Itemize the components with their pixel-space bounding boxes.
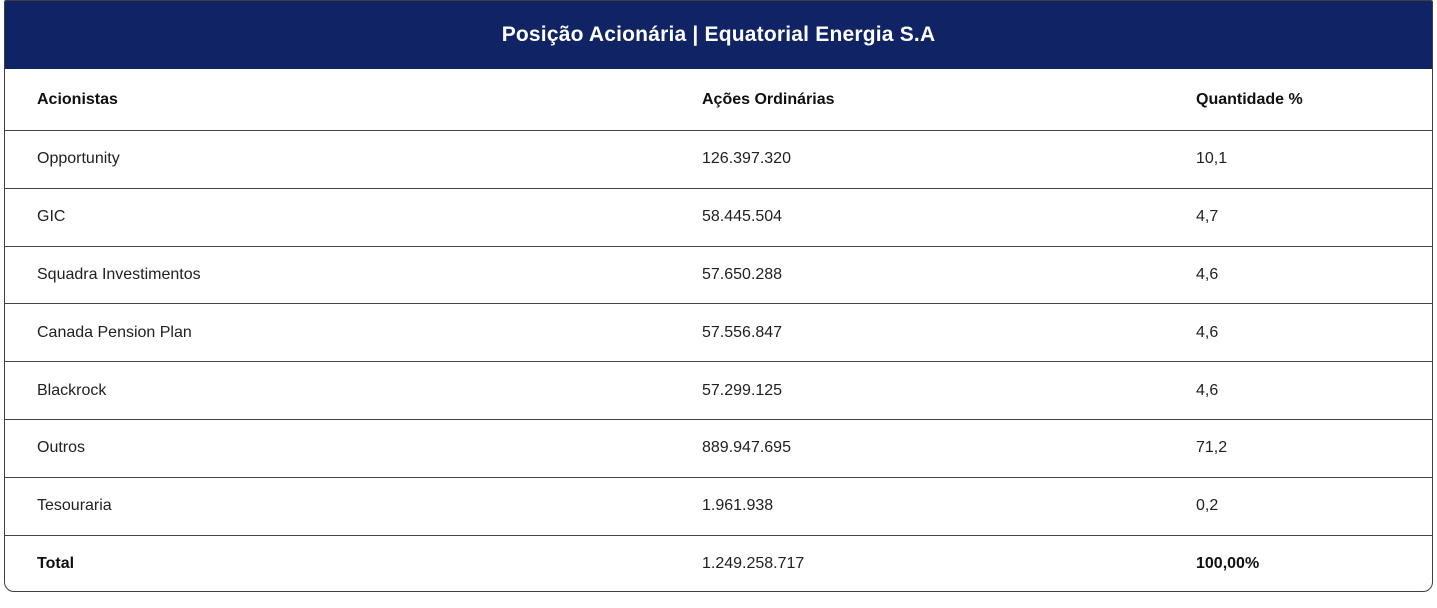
percentage-value: 71,2 (1196, 439, 1228, 457)
table-row: Tesouraria 1.961.938 0,2 (5, 476, 1432, 535)
shares-value: 889.947.695 (702, 439, 791, 457)
column-header-acoes-ordinarias: Ações Ordinárias (702, 90, 835, 108)
shares-value: 57.650.288 (702, 265, 783, 283)
total-percentage-value: 100,00% (1196, 554, 1260, 572)
shares-value: 57.299.125 (702, 381, 783, 399)
percentage-value: 10,1 (1196, 150, 1228, 168)
table-row: Opportunity 126.397.320 10,1 (5, 130, 1432, 188)
table-title: Posição Acionária | Equatorial Energia S… (501, 23, 936, 46)
table-row: Blackrock 57.299.125 4,6 (5, 361, 1432, 419)
shareholder-name: Blackrock (37, 381, 107, 399)
table-body: Opportunity 126.397.320 10,1 GIC 58.445.… (5, 130, 1432, 535)
percentage-value: 4,7 (1196, 208, 1219, 226)
column-header-quantidade-pct: Quantidade % (1196, 90, 1303, 108)
shareholder-name: Squadra Investimentos (37, 265, 201, 283)
shares-value: 58.445.504 (702, 208, 783, 226)
shareholder-position-card: Posição Acionária | Equatorial Energia S… (4, 0, 1433, 592)
shareholder-name: Canada Pension Plan (37, 323, 192, 341)
table-row: Canada Pension Plan 57.556.847 4,6 (5, 303, 1432, 361)
shareholder-name: GIC (37, 208, 66, 226)
shareholder-name: Tesouraria (37, 497, 112, 515)
shares-value: 126.397.320 (702, 150, 791, 168)
table-header-row: Acionistas Ações Ordinárias Quantidade % (5, 69, 1432, 130)
total-label: Total (37, 554, 75, 572)
table-row: Outros 889.947.695 71,2 (5, 418, 1432, 477)
percentage-value: 0,2 (1196, 497, 1219, 515)
table-total-row: Total 1.249.258.717 100,00% (5, 534, 1432, 591)
percentage-value: 4,6 (1196, 381, 1219, 399)
shareholder-name: Opportunity (37, 150, 120, 168)
percentage-value: 4,6 (1196, 265, 1219, 283)
table-title-bar: Posição Acionária | Equatorial Energia S… (5, 1, 1432, 69)
column-header-acionistas: Acionistas (37, 90, 118, 108)
table-row: GIC 58.445.504 4,7 (5, 187, 1432, 246)
total-shares-value: 1.249.258.717 (702, 554, 805, 572)
shareholder-name: Outros (37, 439, 86, 457)
table-row: Squadra Investimentos 57.650.288 4,6 (5, 245, 1432, 304)
percentage-value: 4,6 (1196, 323, 1219, 341)
shares-value: 57.556.847 (702, 323, 783, 341)
shares-value: 1.961.938 (702, 497, 774, 515)
